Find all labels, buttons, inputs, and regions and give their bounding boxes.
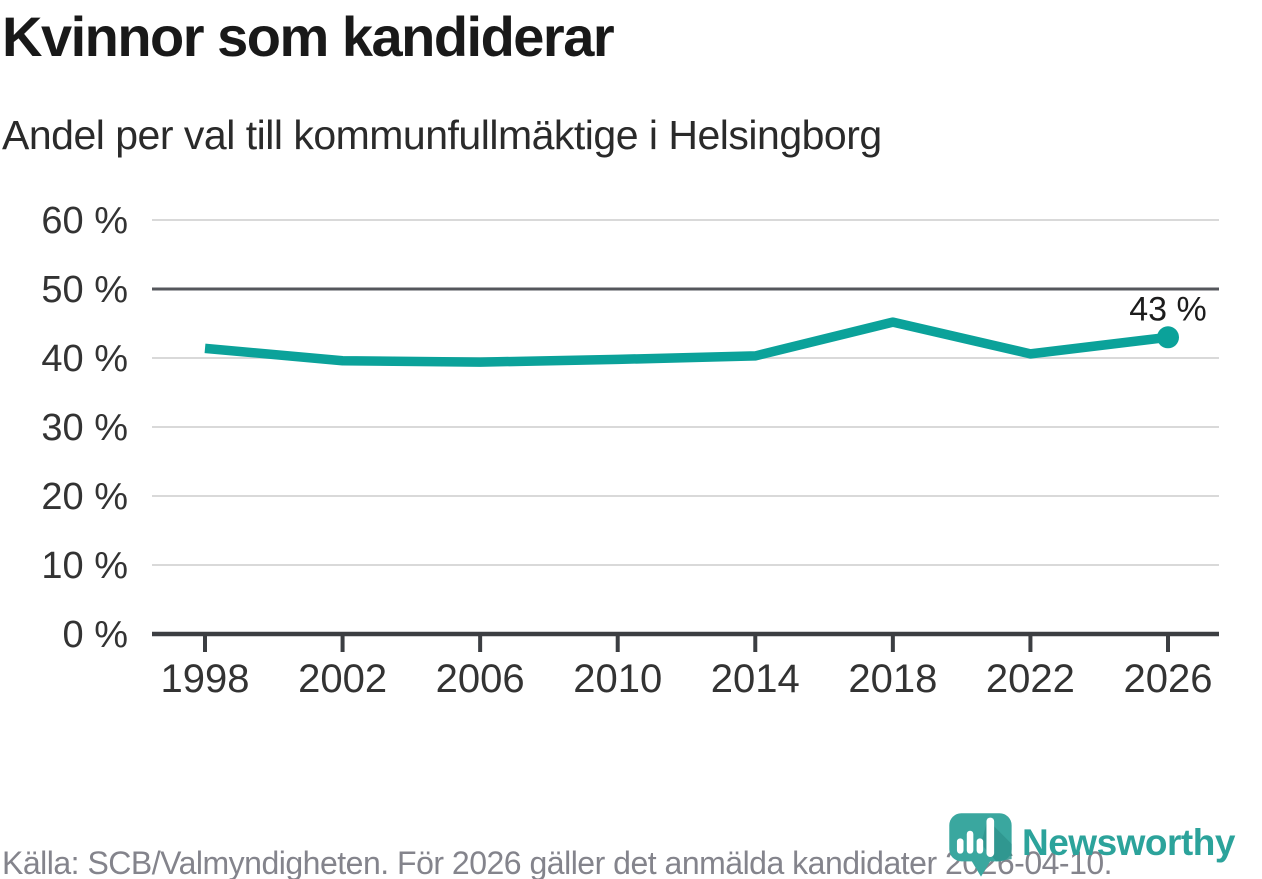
source-note: Källa: SCB/Valmyndigheten. För 2026 gäll… [2,845,1113,879]
y-tick-label: 10 % [41,545,128,587]
end-value-label: 43 % [1129,290,1207,328]
y-tick-label: 20 % [41,476,128,518]
bar-chart-glyph [956,817,995,857]
x-tick-label: 2026 [1124,657,1213,701]
gridlines [152,219,1219,637]
page-title: Kvinnor som kandiderar [2,5,615,68]
x-tick-label: 2014 [711,657,800,701]
x-tick-label: 2010 [573,657,662,701]
x-tick-label: 2006 [436,657,525,701]
end-point-marker [1157,326,1179,349]
x-tick-label: 1998 [161,657,250,701]
y-tick-label: 30 % [41,407,128,449]
y-tick-label: 40 % [41,338,128,380]
x-axis-ticks [203,636,1170,652]
x-tick-label: 2018 [848,657,937,701]
y-tick-label: 50 % [41,269,128,311]
newsworthy-wordmark: Newsworthy [1022,822,1235,863]
y-tick-label: 0 % [63,614,128,656]
y-tick-label: 60 % [41,200,128,242]
page-subtitle: Andel per val till kommunfullmäktige i H… [2,112,882,158]
x-tick-label: 2022 [986,657,1075,701]
x-tick-label: 2002 [298,657,387,701]
y-axis-labels: 0 % 10 % 20 % 30 % 40 % 50 % 60 % [41,200,128,656]
data-series-line [204,317,1169,367]
newsworthy-pin-icon [949,813,1012,877]
x-axis-labels: 1998 2002 2006 2010 2014 2018 2022 2026 [161,657,1213,701]
